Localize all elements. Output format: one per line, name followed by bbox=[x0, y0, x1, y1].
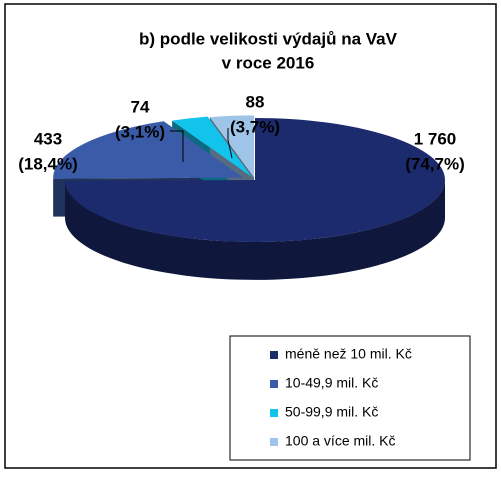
legend-label: méně než 10 mil. Kč bbox=[285, 346, 412, 362]
legend-label: 100 a více mil. Kč bbox=[285, 433, 396, 449]
data-label: 74 bbox=[131, 97, 150, 116]
legend-swatch bbox=[270, 380, 278, 388]
legend-label: 50-99,9 mil. Kč bbox=[285, 404, 378, 420]
legend-label: 10-49,9 mil. Kč bbox=[285, 375, 378, 391]
pie bbox=[53, 115, 445, 280]
chart-title: v roce 2016 bbox=[222, 53, 315, 72]
percent-label: (3,1%) bbox=[115, 122, 165, 141]
legend-swatch bbox=[270, 409, 278, 417]
legend-swatch bbox=[270, 351, 278, 359]
percent-label: (3,7%) bbox=[230, 117, 280, 136]
data-label: 433 bbox=[34, 129, 62, 148]
chart-title: b) podle velikosti výdajů na VaV bbox=[139, 29, 398, 48]
data-label: 1 760 bbox=[414, 129, 457, 148]
data-label: 88 bbox=[246, 92, 265, 111]
percent-label: (74,7%) bbox=[405, 154, 465, 173]
legend-swatch bbox=[270, 438, 278, 446]
percent-label: (18,4%) bbox=[18, 154, 78, 173]
